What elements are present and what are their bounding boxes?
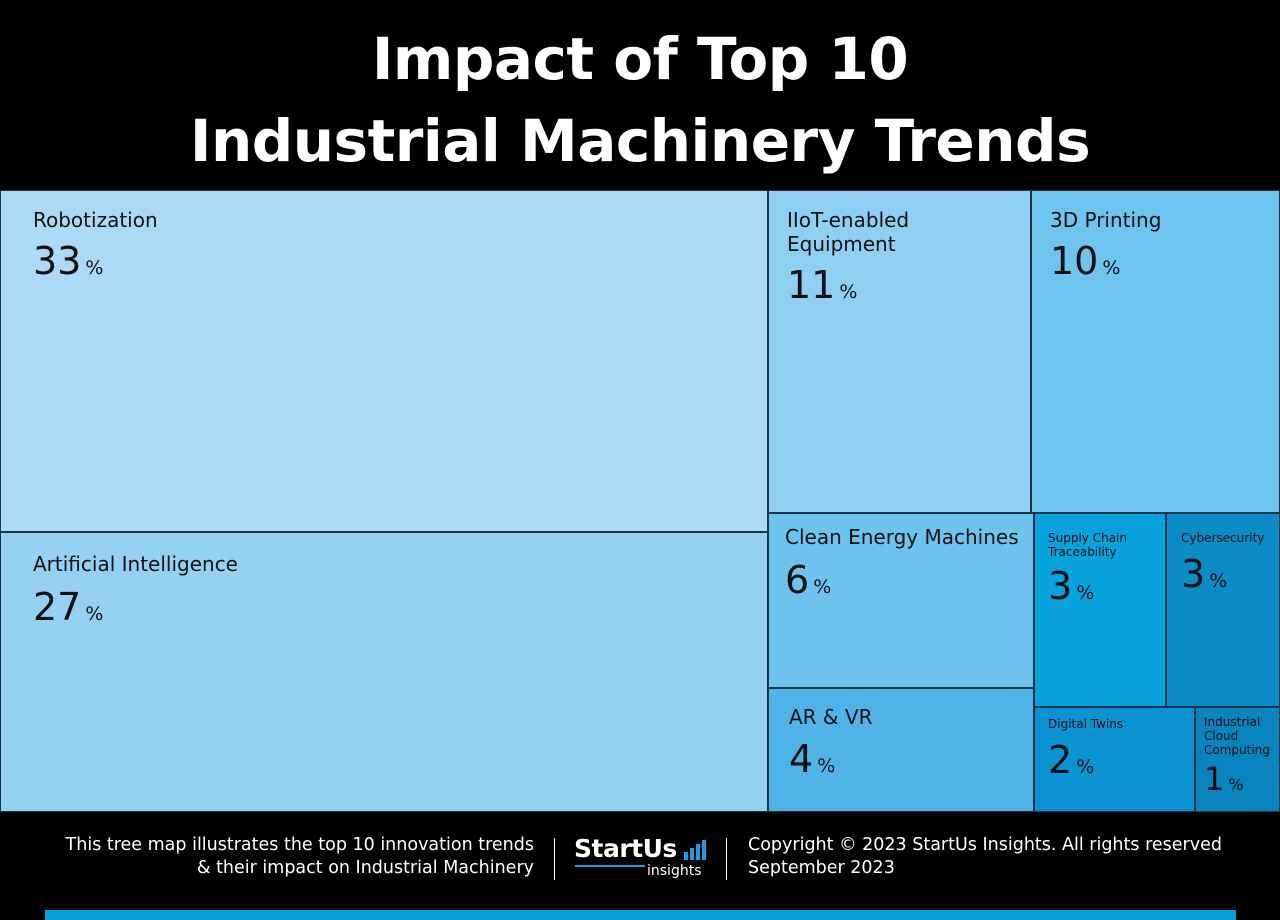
tile-label: 3D Printing [1050, 208, 1162, 232]
divider-left [554, 838, 555, 880]
tile-value: 3% [1048, 564, 1094, 608]
tile-value-number: 33 [33, 239, 82, 283]
tile-value: 6% [785, 558, 831, 602]
treemap-tile: Supply Chain Traceability 3% [1034, 513, 1166, 707]
description-line-1: This tree map illustrates the top 10 inn… [65, 835, 534, 855]
divider-right [726, 838, 727, 880]
footer-description: This tree map illustrates the top 10 inn… [66, 834, 534, 880]
tile-value: 2% [1048, 738, 1094, 782]
tile-value-unit: % [85, 603, 104, 625]
accent-bar [45, 910, 1236, 920]
tile-value-unit: % [1102, 257, 1121, 279]
startus-logo: StartUs insights [574, 834, 714, 882]
treemap-tile: 3D Printing 10% [1031, 190, 1280, 513]
tile-value-number: 11 [787, 263, 836, 307]
tile-value-number: 10 [1050, 239, 1099, 283]
bars-icon [684, 840, 708, 860]
tile-value-number: 27 [33, 585, 82, 629]
title-line-1: Impact of Top 10 [371, 25, 909, 93]
treemap-tile: IIoT-enabled Equipment 11% [768, 190, 1031, 513]
copyright-line-2: September 2023 [748, 858, 895, 878]
tile-label: Cybersecurity [1181, 531, 1265, 545]
treemap-tile: Cybersecurity 3% [1166, 513, 1280, 707]
chart-title: Impact of Top 10 Industrial Machinery Tr… [0, 18, 1280, 182]
tile-value-unit: % [1209, 570, 1228, 592]
tile-value-unit: % [85, 257, 104, 279]
tile-value: 27% [33, 585, 103, 629]
footer: This tree map illustrates the top 10 inn… [0, 812, 1280, 920]
treemap-tile: Artificial Intelligence 27% [0, 532, 768, 812]
tile-value-number: 1 [1204, 760, 1225, 798]
tile-value-number: 6 [785, 558, 810, 602]
treemap: Robotization 33% Artificial Intelligence 27… [0, 190, 1280, 812]
tile-value-number: 3 [1181, 552, 1206, 596]
title-line-2: Industrial Machinery Trends [189, 107, 1091, 175]
tile-label: Artificial Intelligence [33, 552, 238, 576]
tile-value: 10% [1050, 239, 1120, 283]
description-line-2: & their impact on Industrial Machinery [196, 858, 534, 878]
tile-label: Robotization [33, 208, 158, 232]
tile-label: Digital Twins [1048, 717, 1124, 731]
tile-value: 3% [1181, 552, 1227, 596]
treemap-tile: AR & VR 4% [768, 688, 1034, 812]
tile-label: IIoT-enabled Equipment [787, 208, 910, 256]
tile-value: 1% [1204, 760, 1244, 798]
tile-value-unit: % [1076, 756, 1095, 778]
treemap-tile: Industrial Cloud Computing 1% [1195, 707, 1280, 812]
logo-underline [575, 865, 645, 867]
tile-value-unit: % [839, 281, 858, 303]
tile-value-number: 4 [789, 737, 814, 781]
copyright-line-1: Copyright © 2023 StartUs Insights. All r… [748, 835, 1222, 855]
footer-copyright: Copyright © 2023 StartUs Insights. All r… [748, 834, 1222, 880]
tile-value: 33% [33, 239, 103, 283]
tile-value-unit: % [817, 755, 836, 777]
logo-subtitle: insights [647, 863, 702, 879]
tile-label: Industrial Cloud Computing [1204, 715, 1270, 758]
treemap-tile: Clean Energy Machines 6% [768, 513, 1034, 688]
tile-value-number: 2 [1048, 738, 1073, 782]
tile-value-unit: % [1076, 582, 1095, 604]
logo-wordmark: StartUs [574, 834, 677, 863]
tile-label: Clean Energy Machines [785, 525, 1019, 549]
treemap-tile: Digital Twins 2% [1034, 707, 1195, 812]
treemap-tile: Robotization 33% [0, 190, 768, 532]
tile-value-number: 3 [1048, 564, 1073, 608]
tile-label: Supply Chain Traceability [1048, 531, 1127, 560]
tile-value: 11% [787, 263, 857, 307]
tile-value: 4% [789, 737, 835, 781]
tile-value-unit: % [1228, 775, 1244, 794]
tile-value-unit: % [813, 576, 832, 598]
tile-label: AR & VR [789, 705, 873, 729]
